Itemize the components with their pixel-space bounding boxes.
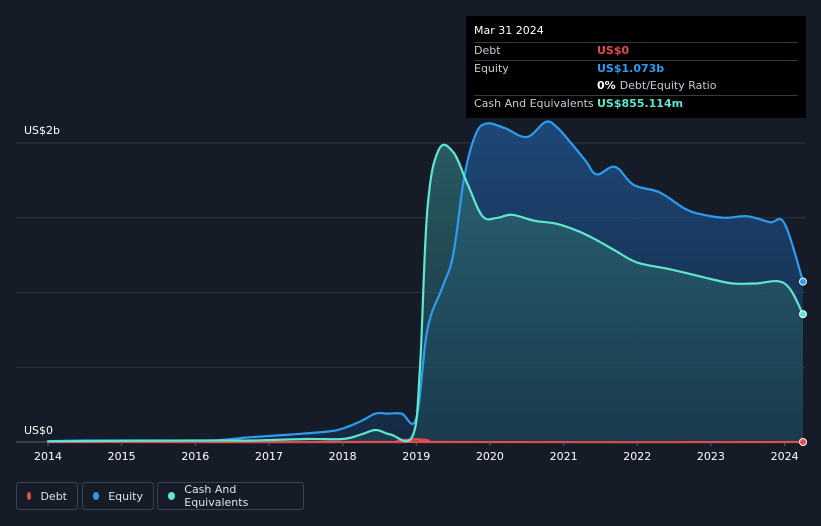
debt-line — [46, 437, 805, 444]
tooltip-row-debt: Debt US$0 — [474, 42, 798, 60]
x-tick-label-2021: 2021 — [550, 450, 578, 463]
legend-item-debt[interactable]: Debt — [16, 482, 78, 510]
tooltip-cash-label: Cash And Equivalents — [474, 97, 594, 110]
tooltip-debt-label: Debt — [474, 44, 501, 57]
series-lines — [46, 120, 805, 444]
equity-end-marker — [799, 277, 807, 286]
legend-equity-label: Equity — [108, 489, 143, 503]
data-tooltip: Mar 31 2024 Debt US$0 Equity US$1.073b 0… — [466, 16, 806, 118]
legend-item-cash[interactable]: Cash And Equivalents — [157, 482, 304, 510]
tooltip-debt-value: US$0 — [597, 44, 630, 57]
x-tick-label-2023: 2023 — [697, 450, 725, 463]
legend-debt-dot — [27, 492, 32, 500]
legend-item-equity[interactable]: Equity — [82, 482, 154, 510]
legend-cash-label: Cash And Equivalents — [184, 483, 249, 509]
debt-end-marker — [799, 438, 807, 446]
tooltip-equity-value: US$1.073b — [597, 62, 665, 75]
tooltip-ratio-value: 0% — [597, 79, 616, 92]
x-tick-label-2015: 2015 — [108, 450, 136, 463]
cash-line — [46, 143, 805, 443]
legend-equity-dot — [93, 492, 100, 500]
cash-end-marker — [799, 310, 807, 319]
x-axis-ticks: 2014 2015 2016 2017 2018 2019 2020 2021 2022 2023… — [34, 442, 799, 463]
legend-cash-dot — [168, 492, 176, 500]
tooltip-row-equity: Equity US$1.073b — [474, 60, 798, 78]
y-axis-top-label: US$2b — [24, 124, 61, 137]
x-tick-label-2014: 2014 — [34, 450, 62, 463]
cash-area — [48, 144, 803, 442]
x-tick-label-2022: 2022 — [623, 450, 651, 463]
tooltip-date: Mar 31 2024 — [474, 24, 544, 37]
series-areas — [48, 121, 803, 443]
tooltip-row-ratio: 0% Debt/Equity Ratio — [474, 78, 798, 95]
tooltip-ratio-label: Debt/Equity Ratio — [619, 79, 717, 92]
tooltip-equity-label: Equity — [474, 62, 509, 75]
tooltip-cash-value: US$855.114m — [597, 97, 684, 110]
x-tick-label-2017: 2017 — [255, 450, 283, 463]
end-markers — [799, 277, 807, 446]
tooltip-row-cash: Cash And Equivalents US$855.114m — [474, 95, 798, 113]
y-axis-bottom-label: US$0 — [24, 424, 54, 437]
equity-line — [46, 120, 805, 443]
x-tick-label-2024: 2024 — [771, 450, 799, 463]
x-tick-label-2016: 2016 — [181, 450, 209, 463]
x-tick-label-2018: 2018 — [329, 450, 357, 463]
x-tick-label-2019: 2019 — [402, 450, 430, 463]
legend-debt-label: Debt — [40, 489, 67, 503]
x-tick-label-2020: 2020 — [476, 450, 504, 463]
